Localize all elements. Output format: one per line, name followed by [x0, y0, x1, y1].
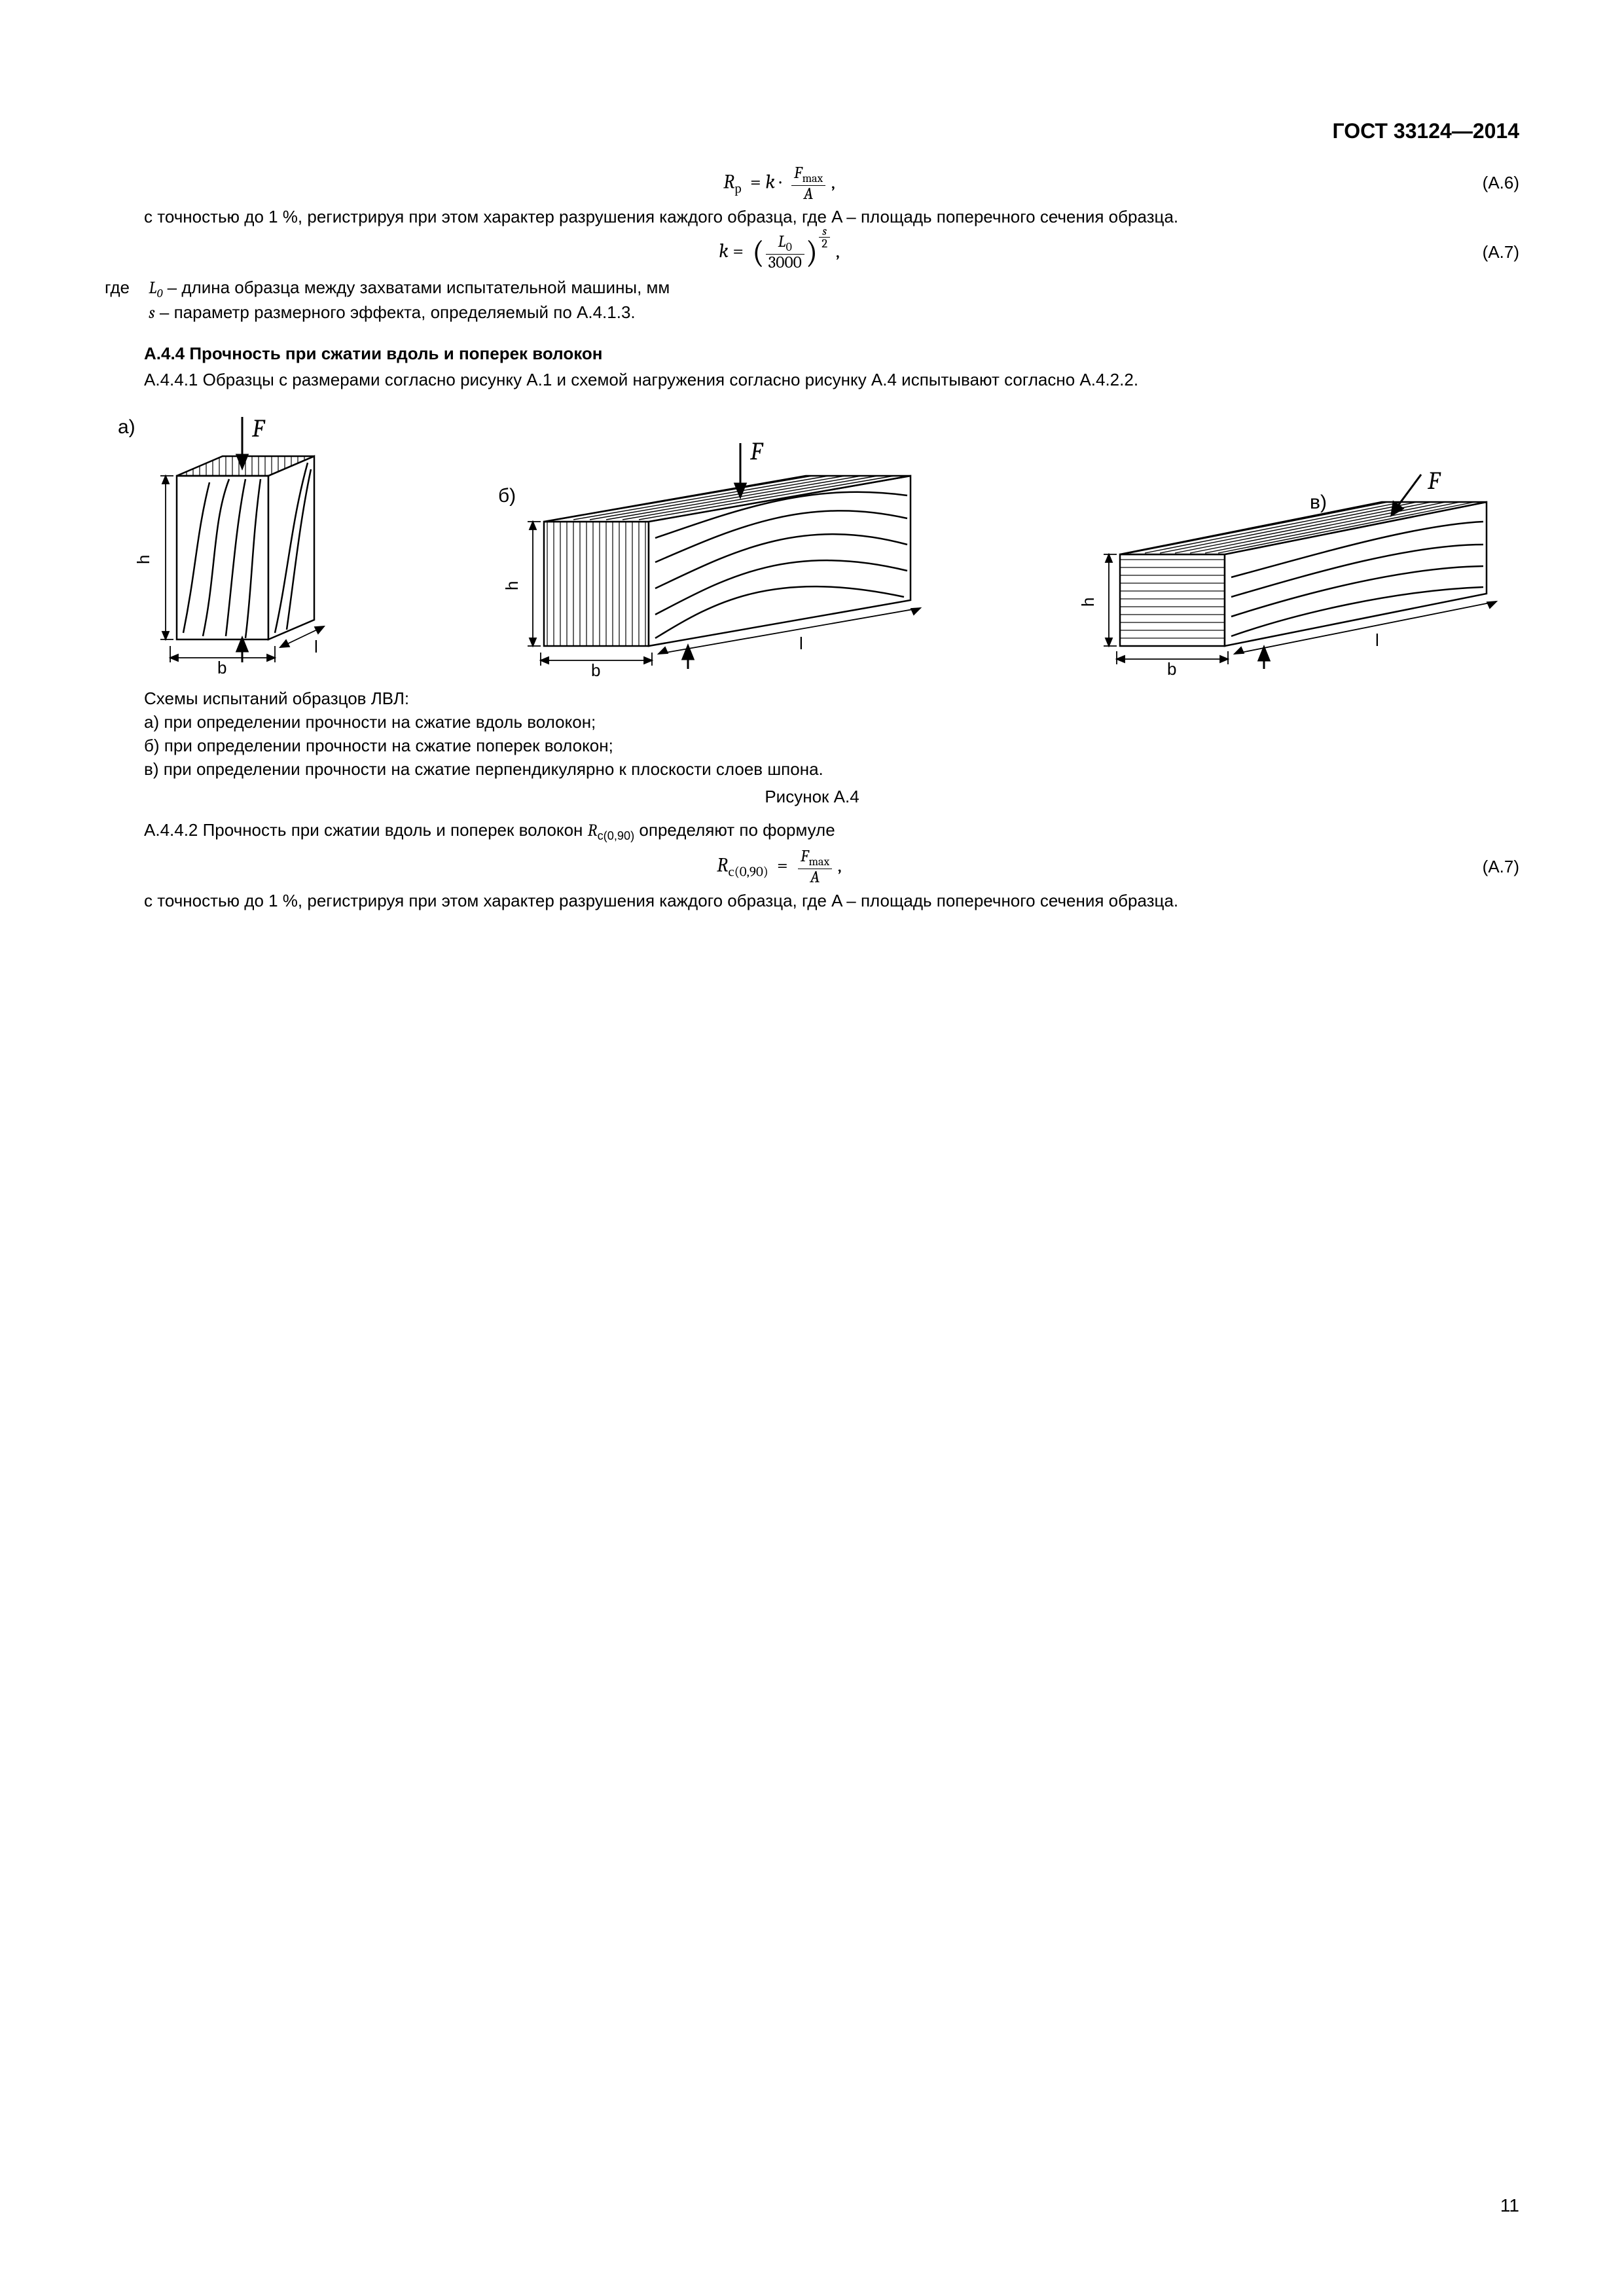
svg-text:l: l	[314, 637, 318, 656]
svg-text:б): б)	[498, 485, 516, 507]
svg-text:h: h	[134, 555, 153, 564]
doc-header: ГОСТ 33124—2014	[105, 118, 1519, 145]
equation-a6: Rр = k · FmaxA , (A.6)	[105, 165, 1519, 202]
svg-text:l: l	[1375, 630, 1379, 650]
where-L0-sym: L	[149, 278, 156, 298]
para-a441: A.4.4.1 Образцы с размерами согласно рис…	[105, 369, 1519, 391]
eq-a6-body: Rр = k · FmaxA ,	[105, 165, 1454, 202]
caption-b: б) при определении прочности на сжатие п…	[144, 735, 1519, 757]
caption-c: в) при определении прочности на сжатие п…	[144, 759, 1519, 781]
where-s-txt: – параметр размерного эффекта, определяе…	[155, 302, 636, 322]
eq-a6-num: (A.6)	[1454, 172, 1519, 194]
fig-label: Рисунок A.4	[105, 786, 1519, 808]
svg-text:b: b	[1167, 659, 1176, 679]
eq-a7rc-body: Rс(0,90) = FmaxA ,	[105, 848, 1454, 886]
fig-a4-b: б)	[492, 437, 950, 679]
caption-a: а) при определении прочности на сжатие в…	[144, 711, 1519, 734]
where-s-sym: s	[149, 303, 154, 323]
svg-text:b: b	[217, 658, 226, 677]
equation-a7-k: k = (L03000)s2 , (A.7)	[105, 232, 1519, 273]
svg-text:F: F	[251, 414, 266, 443]
svg-text:h: h	[502, 581, 522, 590]
where-L0-txt: – длина образца между захватами испытате…	[162, 278, 670, 297]
eq-a7k-num: (A.7)	[1454, 242, 1519, 264]
svg-text:F: F	[1427, 469, 1441, 495]
fig-a-label: а)	[118, 416, 135, 438]
where-label: где	[105, 277, 144, 299]
caption-intro: Схемы испытаний образцов ЛВЛ:	[144, 688, 1519, 710]
fig-a4-a: а) F	[98, 404, 373, 679]
svg-text:в): в)	[1310, 492, 1327, 513]
fig-caption: Схемы испытаний образцов ЛВЛ: а) при опр…	[144, 688, 1519, 780]
para-last: с точностью до 1 %, регистрируя при этом…	[105, 890, 1519, 912]
heading-a44: A.4.4 Прочность при сжатии вдоль и попер…	[105, 343, 1519, 365]
page: ГОСТ 33124—2014 Rр = k · FmaxA , (A.6) с…	[0, 0, 1624, 2296]
svg-text:b: b	[591, 660, 600, 679]
equation-a7-rc: Rс(0,90) = FmaxA , (A.7)	[105, 848, 1519, 886]
eq-a7k-body: k = (L03000)s2 ,	[105, 232, 1454, 273]
svg-text:h: h	[1078, 598, 1098, 607]
para-a442: A.4.4.2 Прочность при сжатии вдоль и поп…	[105, 819, 1519, 844]
svg-text:l: l	[799, 634, 803, 653]
para-after-a6: с точностью до 1 %, регистрируя при этом…	[105, 206, 1519, 228]
page-number: 11	[1500, 2194, 1519, 2217]
where-block: где L0 – длина образца между захватами и…	[105, 277, 1519, 325]
fig-a4-c: в)	[1068, 469, 1526, 679]
figure-a4: а) F	[98, 404, 1526, 679]
svg-text:F: F	[749, 437, 764, 466]
eq-a7rc-num: (A.7)	[1454, 856, 1519, 878]
